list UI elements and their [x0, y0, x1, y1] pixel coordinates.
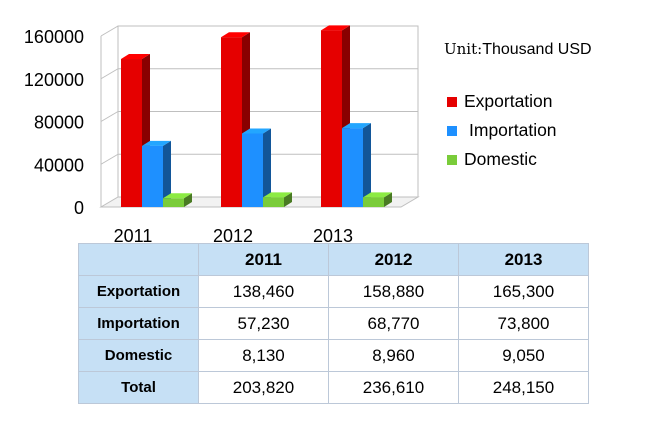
bar-side-importation [163, 140, 171, 207]
legend-item-importation: Importation [447, 116, 557, 145]
gridline-side [100, 68, 119, 80]
table-cell: 165,300 [458, 275, 589, 308]
bar-exportation-2012 [221, 37, 242, 208]
bar-domestic-2011 [163, 198, 184, 207]
table-cell: 8,960 [328, 339, 459, 372]
bar-top-domestic [263, 192, 292, 198]
table-row-label: Exportation [78, 275, 199, 308]
bar-importation-2012 [242, 133, 263, 207]
chart-bars [121, 25, 392, 208]
table-cell: 57,230 [198, 307, 329, 340]
x-tick-label: 2011 [114, 226, 153, 245]
bar-top-importation [242, 128, 271, 134]
table-row-label: Domestic [78, 339, 199, 372]
bar-top-importation [142, 140, 171, 146]
bar-importation-2013 [342, 128, 363, 207]
legend-swatch-domestic [447, 154, 457, 165]
table-header-2013: 2013 [458, 243, 589, 276]
unit-prefix: Unit: [444, 40, 483, 58]
legend-label-exportation: Exportation [464, 91, 553, 111]
data-table: 2011 2012 2013 Exportation 138,460 158,8… [78, 243, 589, 404]
table-row-importation: Importation 57,230 68,770 73,800 [78, 307, 589, 340]
table-header-2011: 2011 [198, 243, 329, 276]
bar-side-importation [263, 128, 271, 207]
chart-ticks: 0 40000 80000 120000 160000 2011 2012 2013 [24, 27, 353, 245]
bar-top-exportation [221, 32, 250, 38]
table-cell: 236,610 [328, 371, 459, 404]
y-tick-label: 0 [74, 198, 84, 218]
table-cell: 8,130 [198, 339, 329, 372]
bar-top-importation [342, 123, 371, 129]
y-tick-label: 120000 [24, 70, 84, 90]
chart-legend: Exportation Importation Domestic [447, 87, 557, 174]
bar-side-importation [363, 123, 371, 207]
bar-chart: 0 40000 80000 120000 160000 2011 2012 2013 [24, 25, 420, 245]
gridline-side [100, 111, 119, 122]
x-tick-label: 2012 [213, 226, 253, 245]
table-row-label: Total [78, 371, 199, 404]
y-tick-label: 40000 [34, 155, 84, 175]
table-row-domestic: Domestic 8,130 8,960 9,050 [78, 339, 589, 372]
y-tick-label: 80000 [34, 113, 84, 133]
gridline-side [100, 25, 119, 37]
legend-swatch-importation [447, 125, 457, 136]
unit-note: Unit:Thousand USD [444, 40, 592, 59]
bar-importation-2011 [142, 145, 163, 207]
legend-swatch-exportation [447, 96, 457, 107]
legend-label-domestic: Domestic [464, 149, 537, 169]
bar-exportation-2011 [121, 59, 142, 207]
bar-top-domestic [163, 193, 192, 199]
table-corner-cell [78, 243, 199, 276]
unit-text: Thousand USD [482, 41, 592, 58]
bar-top-exportation [121, 54, 150, 60]
y-tick-label: 160000 [24, 27, 84, 47]
table-row-total: Total 203,820 236,610 248,150 [78, 371, 589, 404]
bar-domestic-2012 [263, 197, 284, 207]
bar-top-exportation [321, 25, 350, 31]
table-cell: 138,460 [198, 275, 329, 308]
bar-side-domestic [384, 192, 392, 207]
bar-top-domestic [363, 192, 392, 198]
table-cell: 158,880 [328, 275, 459, 308]
table-cell: 203,820 [198, 371, 329, 404]
table-row-label: Importation [78, 307, 199, 340]
x-tick-label: 2013 [313, 226, 353, 245]
bar-domestic-2013 [363, 197, 384, 207]
table-cell: 9,050 [458, 339, 589, 372]
legend-label-importation: Importation [469, 120, 557, 140]
table-cell: 73,800 [458, 307, 589, 340]
bar-exportation-2013 [321, 30, 342, 207]
table-cell: 248,150 [458, 371, 589, 404]
legend-item-domestic: Domestic [447, 145, 557, 174]
bar-side-domestic [184, 193, 192, 207]
bar-side-domestic [284, 192, 292, 207]
table-header-row: 2011 2012 2013 [78, 243, 589, 276]
table-header-2012: 2012 [328, 243, 459, 276]
table-row-exportation: Exportation 138,460 158,880 165,300 [78, 275, 589, 308]
table-cell: 68,770 [328, 307, 459, 340]
legend-item-exportation: Exportation [447, 87, 557, 116]
gridline-side [100, 153, 119, 165]
